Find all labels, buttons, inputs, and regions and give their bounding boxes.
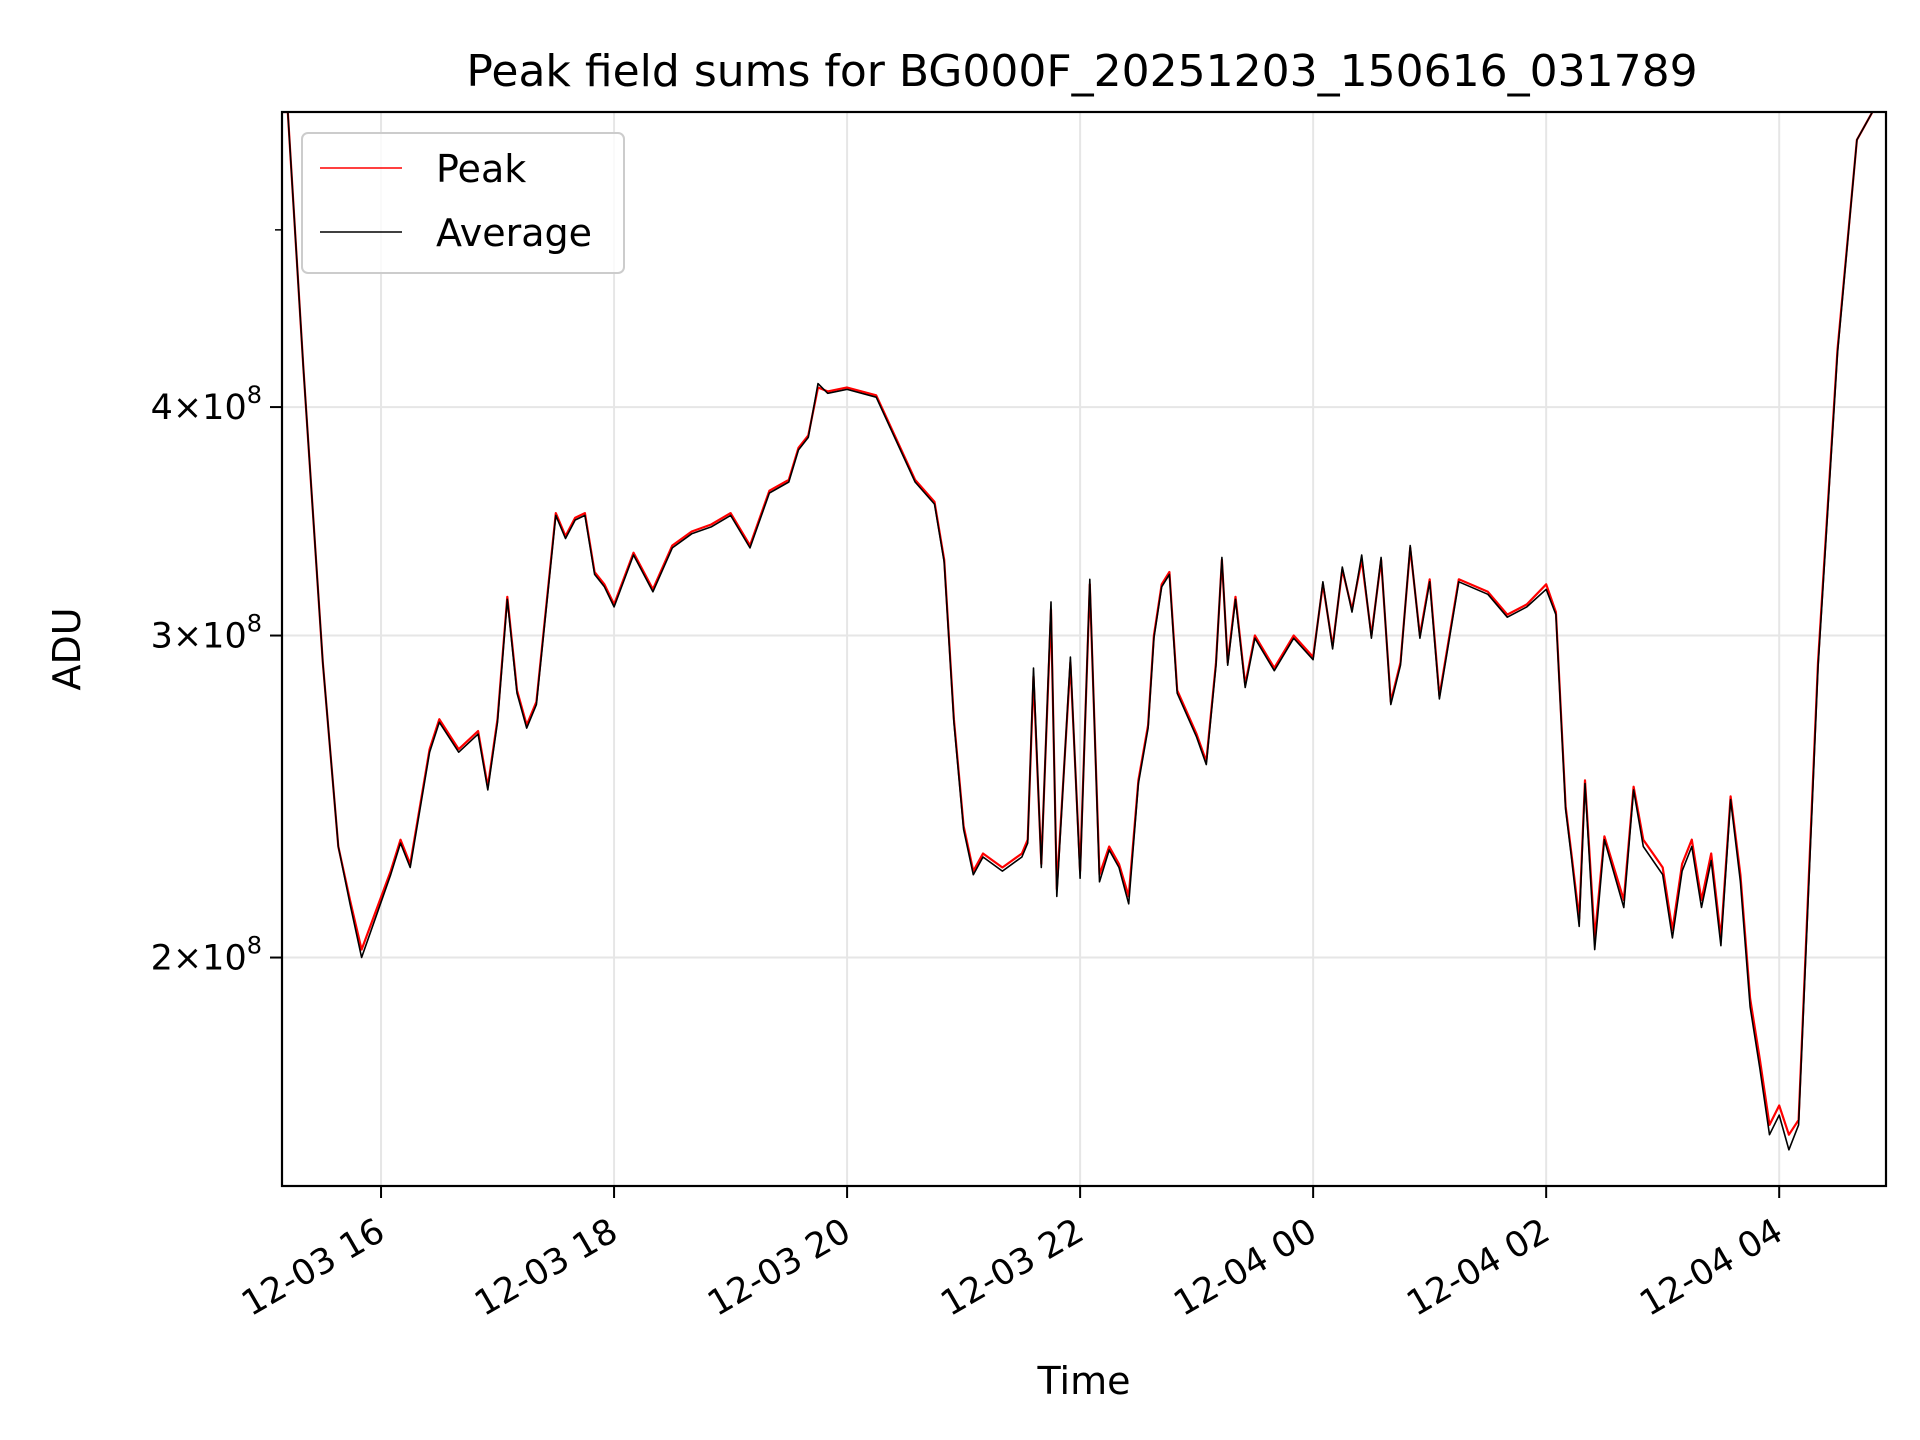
y-tick-mantissa: 2 — [151, 939, 173, 979]
chart-title: Peak field sums for BG000F_20251203_1506… — [466, 46, 1697, 97]
y-axis-label: ADU — [45, 607, 89, 690]
y-tick-base: ×10 — [173, 939, 247, 979]
y-tick-label: 3×108 — [151, 610, 262, 657]
series-line-average — [282, 112, 1874, 1151]
y-tick-label: 4×108 — [151, 381, 262, 428]
plot-frame — [280, 110, 1888, 1188]
y-tick-label: 2×108 — [151, 932, 262, 979]
legend: Peak Average — [301, 132, 625, 274]
x-axis-label: Time — [1037, 1359, 1131, 1403]
y-tick-base: ×10 — [173, 617, 247, 657]
y-tick-exponent: 8 — [247, 610, 262, 638]
legend-label-peak: Peak — [436, 147, 526, 191]
y-tick-mantissa: 4 — [151, 388, 173, 428]
legend-label-average: Average — [436, 211, 592, 255]
series-layer — [282, 112, 1874, 1151]
y-tick-exponent: 8 — [247, 932, 262, 960]
y-tick-mantissa: 3 — [151, 617, 173, 657]
y-tick-base: ×10 — [173, 388, 247, 428]
y-tick-exponent: 8 — [247, 381, 262, 409]
